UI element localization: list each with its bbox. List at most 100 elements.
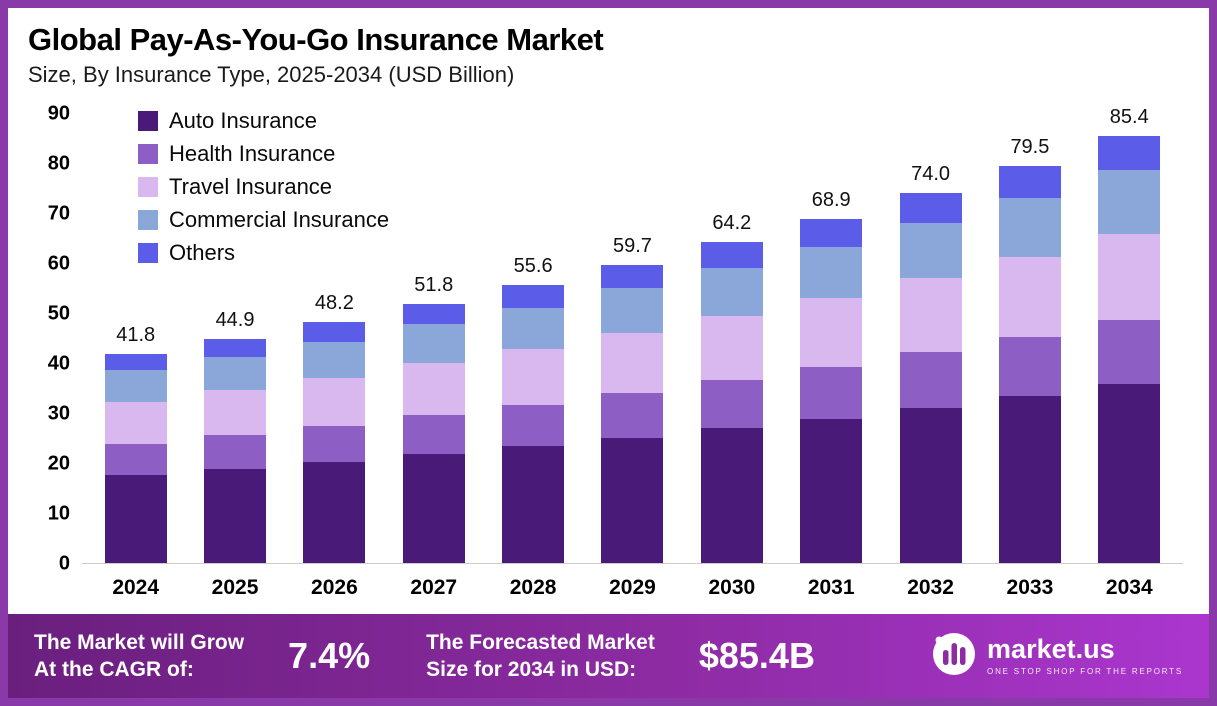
bar-segment-health-insurance: [502, 404, 565, 446]
legend-label: Commercial Insurance: [169, 207, 390, 232]
bar-column: 59.7: [583, 234, 682, 563]
bar-segment-health-insurance: [1098, 319, 1161, 384]
brand-block: market.us ONE STOP SHOP FOR THE REPORTS: [931, 631, 1183, 682]
chart-panel: Global Pay-As-You-Go Insurance Market Si…: [8, 8, 1209, 614]
legend-swatch: [138, 243, 158, 263]
cagr-label: The Market will Grow At the CAGR of:: [34, 630, 245, 681]
bar-segment-others: [402, 304, 465, 324]
bar-segment-commercial-insurance: [998, 197, 1061, 257]
bar-column: 51.8: [384, 274, 483, 563]
bar-segment-others: [601, 264, 664, 288]
bar-segment-health-insurance: [204, 435, 267, 469]
y-tick-label: 60: [47, 252, 70, 275]
bar-total-label: 79.5: [1010, 135, 1050, 158]
bar-segment-health-insurance: [601, 392, 664, 438]
bar-segment-health-insurance: [402, 415, 465, 454]
bar-segment-commercial-insurance: [899, 222, 962, 278]
legend-label: Others: [169, 240, 236, 265]
bar-total-label: 85.4: [1109, 106, 1149, 128]
bar-segment-travel-insurance: [800, 298, 863, 367]
bar-segment-auto-insurance: [1098, 383, 1161, 563]
x-axis-label: 2024: [112, 576, 160, 599]
bar-segment-travel-insurance: [899, 278, 962, 352]
bar-segment-others: [800, 218, 863, 247]
bar-total-label: 74.0: [911, 163, 951, 185]
brand-text: market.us ONE STOP SHOP FOR THE REPORTS: [987, 636, 1183, 677]
bar-segment-auto-insurance: [998, 396, 1061, 563]
legend: Auto Insurance Health Insurance Travel Ins…: [138, 108, 389, 266]
x-axis-label: 2031: [807, 576, 855, 599]
bar-segment-others: [998, 165, 1061, 198]
bar-segment-others: [700, 242, 763, 268]
bar-segment-travel-insurance: [104, 401, 167, 444]
x-axis-label: 2027: [410, 576, 458, 599]
bar-segment-health-insurance: [800, 367, 863, 419]
y-tick-label: 80: [47, 152, 70, 175]
legend-item: Others: [138, 240, 389, 266]
bar-segment-commercial-insurance: [303, 342, 366, 378]
bar-segment-travel-insurance: [204, 390, 267, 435]
legend-item: Auto Insurance: [138, 108, 389, 134]
bar-segment-commercial-insurance: [104, 370, 167, 402]
bars: 41.8 44.9 48.2 51.8 55.6 59.7 64.2 68.9 74.0 79.5…: [82, 106, 1183, 563]
bar-column: 79.5: [980, 135, 1079, 563]
legend-item: Commercial Insurance: [138, 207, 389, 233]
bar-segment-auto-insurance: [303, 462, 366, 563]
bar-total-label: 59.7: [613, 234, 652, 257]
bar-total-label: 55.6: [513, 255, 553, 277]
x-axis-label: 2026: [311, 576, 358, 599]
y-tick-label: 0: [58, 552, 70, 575]
bar-segment-travel-insurance: [601, 333, 664, 393]
bar-total-label: 44.9: [215, 308, 255, 331]
bar-segment-travel-insurance: [502, 349, 565, 405]
stacked-bar: [303, 322, 366, 563]
stacked-bar: [998, 165, 1061, 563]
bar-segment-travel-insurance: [303, 378, 366, 426]
legend-swatch: [138, 111, 158, 131]
forecast-value: $85.4B: [698, 635, 815, 676]
x-axis-label: 2032: [907, 576, 954, 599]
x-axis-labels: 2024 2025 2026 2027 2028 2029 2030 2031 2032 2033…: [82, 564, 1183, 600]
legend-item: Travel Insurance: [138, 174, 389, 200]
market-us-logo-icon: [931, 631, 977, 682]
bar-segment-auto-insurance: [104, 475, 167, 563]
bar-segment-commercial-insurance: [601, 288, 664, 333]
bar-segment-health-insurance: [899, 352, 962, 408]
bar-column: 74.0: [881, 163, 980, 563]
bar-segment-auto-insurance: [601, 437, 664, 563]
stacked-bar: [1098, 136, 1161, 563]
x-axis-label: 2029: [609, 576, 656, 599]
bar-total-label: 48.2: [314, 292, 354, 314]
footer-banner: The Market will Grow At the CAGR of: 7.4…: [8, 614, 1209, 698]
y-tick-label: 90: [47, 102, 70, 125]
page-subtitle: Size, By Insurance Type, 2025-2034 (USD …: [28, 62, 515, 87]
bar-total-label: 51.8: [414, 274, 454, 296]
chart-area: 0 10 20 30 40 50 60 70 80 90 Auto Insurance Health…: [18, 103, 1201, 575]
bar-segment-travel-insurance: [402, 363, 465, 415]
bar-segment-health-insurance: [700, 380, 763, 428]
y-tick-label: 70: [47, 202, 70, 225]
x-axis-label: 2028: [509, 576, 557, 599]
legend-item: Health Insurance: [138, 141, 389, 167]
bar-segment-auto-insurance: [899, 407, 962, 563]
bar-segment-commercial-insurance: [502, 307, 565, 349]
bar-column: 85.4: [1080, 106, 1179, 563]
bar-column: 68.9: [782, 189, 881, 563]
forecast-label: The Forecasted Market Size for 2034 in U…: [426, 630, 655, 681]
bar-segment-health-insurance: [104, 443, 167, 475]
plot-area: Auto Insurance Health Insurance Travel Ins…: [82, 106, 1183, 564]
legend-label: Travel Insurance: [169, 174, 333, 199]
x-axis-label: 2025: [211, 576, 259, 599]
bar-segment-health-insurance: [303, 426, 366, 462]
stacked-bar: [800, 218, 863, 563]
stacked-bar: [700, 242, 763, 563]
bar-segment-others: [303, 322, 366, 342]
legend-label: Health Insurance: [169, 141, 336, 166]
stacked-bar: [402, 304, 465, 563]
page-title: Global Pay-As-You-Go Insurance Market: [28, 22, 604, 57]
bar-segment-others: [104, 354, 167, 370]
y-tick-label: 40: [47, 352, 70, 375]
y-tick-label: 30: [47, 402, 70, 425]
chart-header: Global Pay-As-You-Go Insurance Market Si…: [18, 18, 1201, 88]
